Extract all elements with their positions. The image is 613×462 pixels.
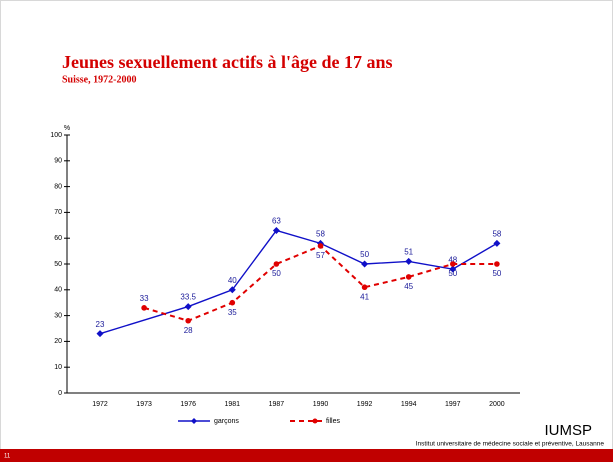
data-label: 35 [228,308,237,317]
data-label: 33.5 [180,293,196,302]
point [317,243,324,249]
point [493,239,501,247]
legend-marker [191,418,197,424]
point [450,261,456,267]
x-tick-label: 1976 [180,401,196,408]
y-tick-label: 0 [58,390,62,397]
data-label: 40 [228,276,237,285]
y-tick-label: 100 [50,132,62,139]
x-tick-label: 1972 [92,401,108,408]
point [272,226,280,234]
point [273,261,280,267]
data-label: 28 [184,326,193,335]
y-tick-label: 20 [54,338,62,345]
data-label: 57 [316,251,325,260]
data-label: 51 [404,248,413,257]
x-tick-label: 1994 [401,401,417,408]
institution: Institut universitaire de médecine socia… [416,441,605,448]
data-label: 50 [272,269,281,278]
chart-subtitle: Suisse, 1972-2000 [62,74,136,85]
point [229,299,236,306]
point [494,261,500,267]
y-tick-label: 90 [54,158,62,165]
x-tick-label: 1997 [445,401,461,408]
data-label: 50 [360,250,369,259]
point [185,317,191,324]
point [96,330,104,338]
data-label: 33 [140,294,149,303]
y-tick-label: 60 [54,235,62,242]
point [361,260,369,268]
page-number: 11 [4,454,11,460]
logo: IUMSP [544,422,592,439]
data-label: 50 [448,269,457,278]
data-label: 58 [316,229,325,238]
data-label: 50 [492,269,501,278]
y-tick-label: 40 [54,287,62,294]
data-label: 48 [448,255,457,264]
y-tick-label: 10 [54,364,62,371]
x-tick-label: 2000 [489,401,505,408]
y-tick-label: 70 [54,209,62,216]
point [449,265,457,273]
legend-label: filles [326,418,341,425]
y-axis-label: % [64,125,70,132]
point [141,305,147,311]
data-label: 58 [492,229,501,238]
point [405,257,413,265]
x-tick-label: 1990 [313,401,329,408]
data-label: 41 [360,292,369,301]
point [228,286,236,294]
y-tick-label: 50 [54,261,62,268]
point [184,303,192,311]
data-label: 63 [272,217,281,226]
legend-label: garçons [214,418,239,425]
x-tick-label: 1992 [357,401,373,408]
legend-marker [312,418,318,424]
x-tick-label: 1981 [225,401,241,408]
y-tick-label: 80 [54,183,62,190]
data-label: 23 [96,320,105,329]
x-tick-label: 1973 [136,401,152,408]
point [405,274,412,280]
point [361,284,368,291]
data-label: 45 [404,282,413,291]
footer-bar [0,449,613,462]
chart-title: Jeunes sexuellement actifs à l'âge de 17… [62,52,392,72]
y-tick-label: 30 [54,312,62,319]
x-tick-label: 1987 [269,401,285,408]
